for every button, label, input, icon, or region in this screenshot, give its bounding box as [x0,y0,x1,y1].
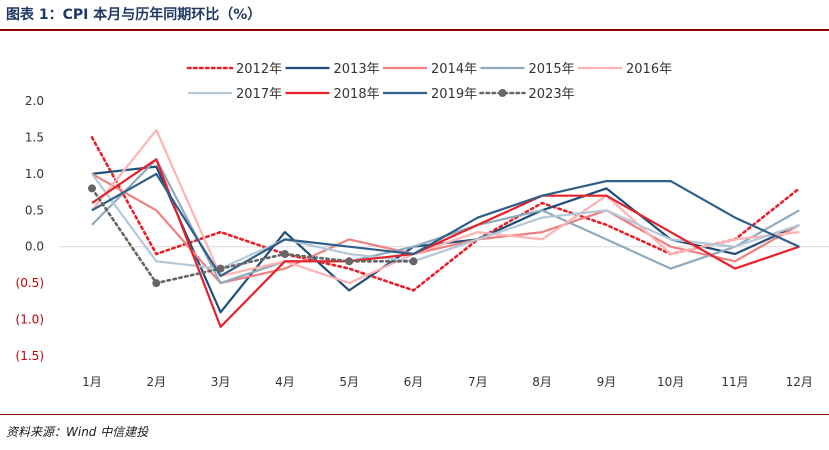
x-tick-label: 12月 [786,375,813,389]
legend-item: 2015年 [480,62,575,77]
plot-area [60,129,829,328]
x-tick-label: 7月 [468,375,488,389]
series-2017年 [91,173,800,270]
series-2023年 [88,184,418,288]
legend-label: 2012年 [236,62,282,77]
legend-item: 2019年 [383,87,477,102]
series-line [90,187,415,285]
legend-label: 2014年 [431,62,477,77]
legend-label: 2013年 [334,62,380,77]
y-tick-label: (1.5) [16,349,44,363]
legend-label: 2015年 [529,62,575,77]
y-tick-label: 1.5 [25,130,44,144]
x-axis: 1月 2月 3月 4月 5月 6月 7月 8月 9月 10月 11月 12月 [82,375,813,389]
x-tick-label: 4月 [275,375,295,389]
y-tick-label: 1.0 [25,167,44,181]
x-tick-label: 2月 [146,375,166,389]
x-tick-label: 1月 [82,375,102,389]
series-line [91,172,800,277]
y-tick-label: 0.5 [25,203,44,217]
x-tick-label: 11月 [721,375,748,389]
data-point [152,279,161,288]
data-point [345,257,354,266]
legend-item: 2017年 [188,87,282,102]
x-tick-label: 8月 [532,375,552,389]
y-tick-label: (1.0) [16,313,44,327]
legend-label: 2023年 [529,87,575,102]
x-tick-label: 10月 [657,375,684,389]
x-tick-label: 9月 [597,375,617,389]
legend-item: 2012年 [186,62,282,77]
x-tick-label: 5月 [339,375,359,389]
data-point [280,250,289,258]
y-tick-label: (0.5) [16,276,44,290]
legend-item: 2014年 [383,62,477,77]
series-line [91,129,800,285]
series-2018年 [91,158,800,328]
legend-item: 2013年 [285,62,380,77]
legend-item: 2023年 [479,87,575,102]
data-point [409,257,418,266]
title-divider [0,29,829,31]
page-title: 图表 1：CPI 本月与历年同期环比（%） [6,7,262,23]
legend-item: 2016年 [578,62,672,77]
data-point [88,184,96,193]
source-note: 资料来源：Wind 中信建投 [6,425,149,439]
y-tick-label: 0.0 [25,240,44,254]
footer-divider [0,414,829,415]
series-2016年 [91,129,800,285]
y-tick-label: 2.0 [25,94,44,108]
x-tick-label: 3月 [211,375,231,389]
series-2019年 [91,172,800,277]
x-tick-label: 6月 [404,375,424,389]
chart-legend: 2012年 2013年 2014年 2015年 2016年 2017年 2018年 2019年… [186,62,672,102]
legend-label: 2018年 [334,87,380,102]
legend-item: 2018年 [285,87,380,102]
legend-marker [498,89,507,97]
y-axis: 2.0 1.5 1.0 0.5 0.0 (0.5) (1.0) (1.5) [16,94,44,363]
series-line [91,173,800,270]
legend-label: 2019年 [431,87,477,102]
legend-label: 2016年 [626,62,672,77]
legend-label: 2017年 [236,87,282,102]
series-line [91,158,800,328]
data-point [216,264,225,273]
